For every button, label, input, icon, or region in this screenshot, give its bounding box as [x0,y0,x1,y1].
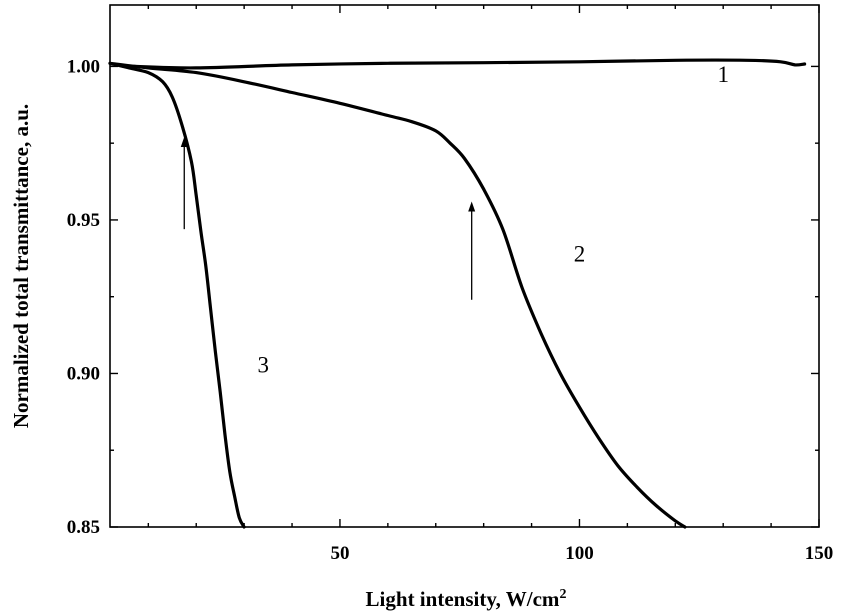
y-axis-title: Normalized total transmittance, a.u. [9,104,33,428]
y-tick-label: 0.95 [67,210,100,231]
curve-label-2: 2 [574,242,586,267]
x-tick-label: 50 [330,543,349,564]
series-line-3 [108,61,246,529]
arrow-head-2 [468,201,476,212]
x-axis-title-text: Light intensity, W/cm [366,587,560,611]
x-axis-title: Light intensity, W/cm2 [366,587,567,611]
x-tick-label: 150 [805,543,834,564]
series-line-1 [132,58,807,70]
y-tick-label: 1.00 [67,56,100,77]
x-axis-title-superscript: 2 [559,587,566,602]
arrow-head-1 [180,137,188,148]
curve-label-3: 3 [258,352,270,377]
series-line-2 [108,61,687,529]
y-tick-label: 0.85 [67,517,100,538]
x-tick-label: 100 [565,543,594,564]
curve-label-1: 1 [717,62,729,87]
y-tick-label: 0.90 [67,363,100,384]
plot-frame [109,4,820,528]
